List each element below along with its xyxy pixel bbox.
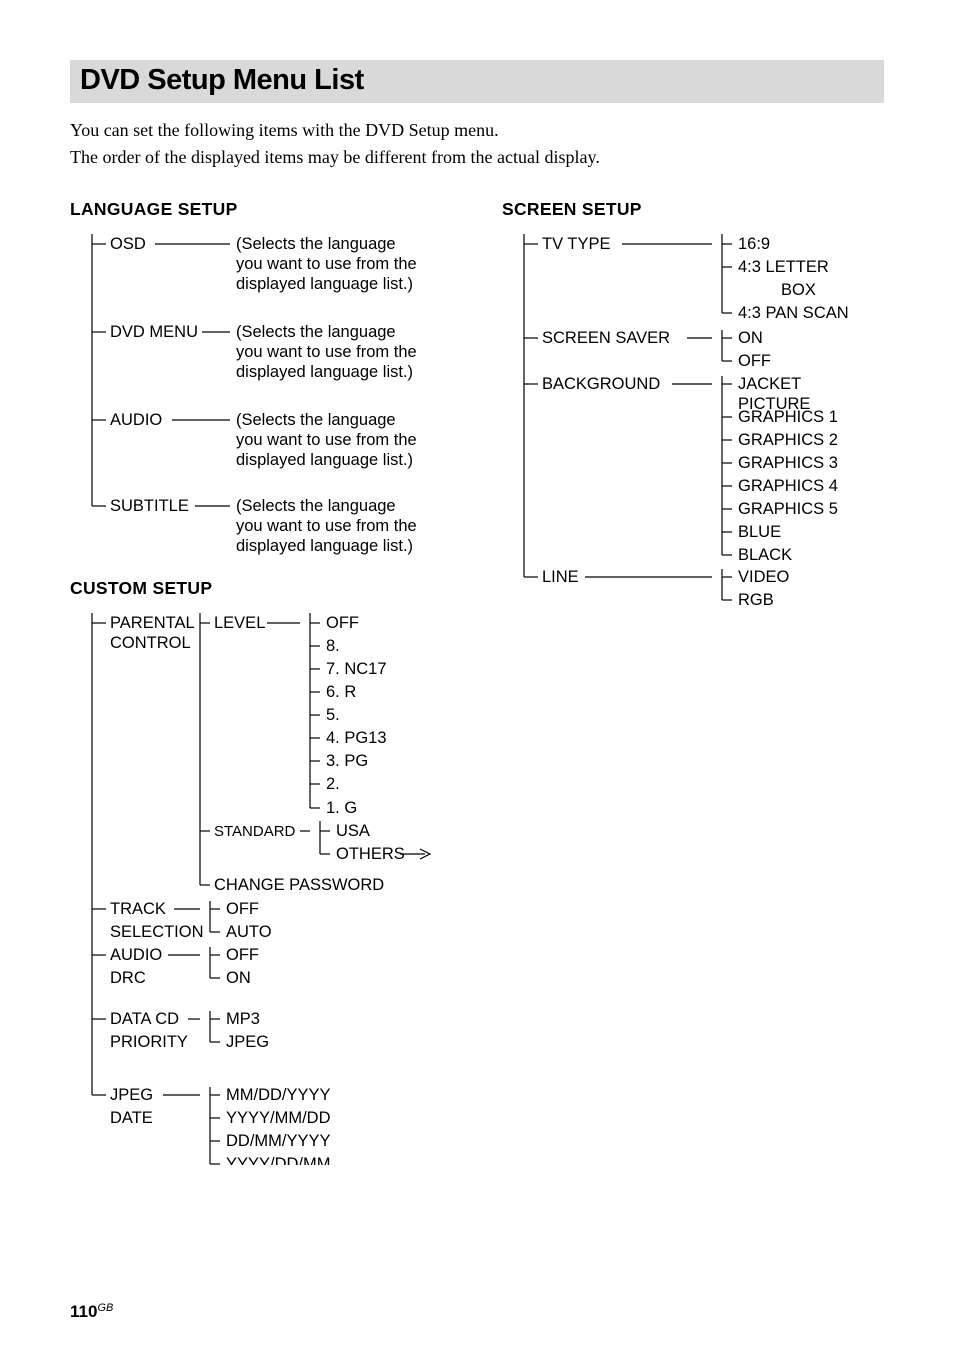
svg-text:JPEG: JPEG [226,1033,269,1051]
screen-setup-heading: SCREEN SETUP [502,199,902,220]
svg-text:SCREEN SAVER: SCREEN SAVER [542,329,670,347]
language-setup-heading: LANGUAGE SETUP [70,199,480,220]
svg-text:you want to use from the: you want to use from the [236,343,417,361]
language-setup-tree: OSD DVD MENU AUDIO SUBTITLE (Selects the… [70,226,470,566]
svg-text:GRAPHICS 4: GRAPHICS 4 [738,477,838,495]
svg-text:GRAPHICS 5: GRAPHICS 5 [738,500,838,518]
svg-text:(Selects the language: (Selects the language [236,323,396,341]
svg-text:BACKGROUND: BACKGROUND [542,375,660,393]
svg-text:you want to use from the: you want to use from the [236,517,417,535]
svg-text:AUTO: AUTO [226,923,272,941]
svg-text:STANDARD: STANDARD [214,823,296,840]
svg-text:JPEG: JPEG [110,1086,153,1104]
svg-text:GRAPHICS 1: GRAPHICS 1 [738,408,838,426]
svg-text:YYYY/MM/DD: YYYY/MM/DD [226,1109,331,1127]
svg-text:DATE: DATE [110,1109,153,1127]
svg-text:16:9: 16:9 [738,235,770,253]
svg-text:4:3 LETTER: 4:3 LETTER [738,258,829,276]
svg-text:USA: USA [336,822,370,840]
svg-text:5.: 5. [326,706,340,724]
svg-text:YYYY/DD/MM: YYYY/DD/MM [226,1155,331,1165]
page-number-suffix: GB [97,1302,113,1314]
lang-subtitle-key: SUBTITLE [110,497,189,515]
svg-text:OFF: OFF [226,900,259,918]
svg-text:OFF: OFF [226,946,259,964]
screen-setup-tree: TV TYPE 16:9 4:3 LETTER BOX 4:3 PAN SCAN… [502,226,902,626]
custom-setup-heading: CUSTOM SETUP [70,578,480,599]
svg-text:BLUE: BLUE [738,523,781,541]
svg-text:BLACK: BLACK [738,546,792,564]
lang-audio-key: AUDIO [110,411,162,429]
page: DVD Setup Menu List You can set the foll… [0,0,954,1352]
svg-text:OFF: OFF [326,614,359,632]
svg-text:CONTROL: CONTROL [110,634,191,652]
svg-text:RGB: RGB [738,591,774,609]
svg-text:LEVEL: LEVEL [214,614,265,632]
svg-text:MM/DD/YYYY: MM/DD/YYYY [226,1086,331,1104]
svg-text:4:3 PAN SCAN: 4:3 PAN SCAN [738,304,849,322]
title-bar: DVD Setup Menu List [70,60,884,103]
svg-text:BOX: BOX [781,281,816,299]
svg-text:GRAPHICS 2: GRAPHICS 2 [738,431,838,449]
svg-text:6. R: 6. R [326,683,356,701]
svg-text:displayed language list.): displayed language list.) [236,537,413,555]
svg-text:ON: ON [738,329,763,347]
svg-text:MP3: MP3 [226,1010,260,1028]
svg-text:you want to use from the: you want to use from the [236,431,417,449]
svg-text:7. NC17: 7. NC17 [326,660,387,678]
svg-text:(Selects the language: (Selects the language [236,497,396,515]
svg-text:4. PG13: 4. PG13 [326,729,387,747]
columns: LANGUAGE SETUP [70,195,884,1165]
svg-text:PRIORITY: PRIORITY [110,1033,188,1051]
svg-text:(Selects the language: (Selects the language [236,235,396,253]
custom-setup-tree: PARENTAL CONTROL LEVEL OFF 8. 7. NC17 6.… [70,605,480,1165]
left-column: LANGUAGE SETUP [70,195,480,1165]
svg-text:TV TYPE: TV TYPE [542,235,610,253]
svg-text:8.: 8. [326,637,340,655]
svg-text:ON: ON [226,969,251,987]
svg-text:DATA CD: DATA CD [110,1010,179,1028]
svg-text:displayed language list.): displayed language list.) [236,275,413,293]
svg-text:LINE: LINE [542,568,579,586]
intro-text: You can set the following items with the… [70,117,884,171]
lang-dvdmenu-key: DVD MENU [110,323,198,341]
right-column: SCREEN SETUP [502,195,902,1165]
svg-text:JACKET: JACKET [738,375,801,393]
svg-text:DRC: DRC [110,969,146,987]
svg-text:TRACK: TRACK [110,900,166,918]
svg-text:OFF: OFF [738,352,771,370]
svg-text:CHANGE PASSWORD: CHANGE PASSWORD [214,876,384,894]
page-number: 110GB [70,1302,113,1322]
svg-text:3. PG: 3. PG [326,752,368,770]
svg-text:OTHERS: OTHERS [336,845,405,863]
svg-text:DD/MM/YYYY: DD/MM/YYYY [226,1132,331,1150]
intro-line2: The order of the displayed items may be … [70,147,600,167]
svg-text:GRAPHICS 3: GRAPHICS 3 [738,454,838,472]
svg-text:1. G: 1. G [326,799,357,817]
intro-line1: You can set the following items with the… [70,120,499,140]
lang-osd-key: OSD [110,235,146,253]
svg-text:displayed language list.): displayed language list.) [236,363,413,381]
svg-text:2.: 2. [326,775,340,793]
svg-text:VIDEO: VIDEO [738,568,790,586]
svg-text:(Selects the language: (Selects the language [236,411,396,429]
svg-text:SELECTION: SELECTION [110,923,204,941]
page-title: DVD Setup Menu List [80,64,874,97]
page-number-value: 110 [70,1302,97,1321]
svg-text:you want to use from the: you want to use from the [236,255,417,273]
svg-text:AUDIO: AUDIO [110,946,162,964]
svg-text:displayed language list.): displayed language list.) [236,451,413,469]
svg-text:PARENTAL: PARENTAL [110,614,195,632]
